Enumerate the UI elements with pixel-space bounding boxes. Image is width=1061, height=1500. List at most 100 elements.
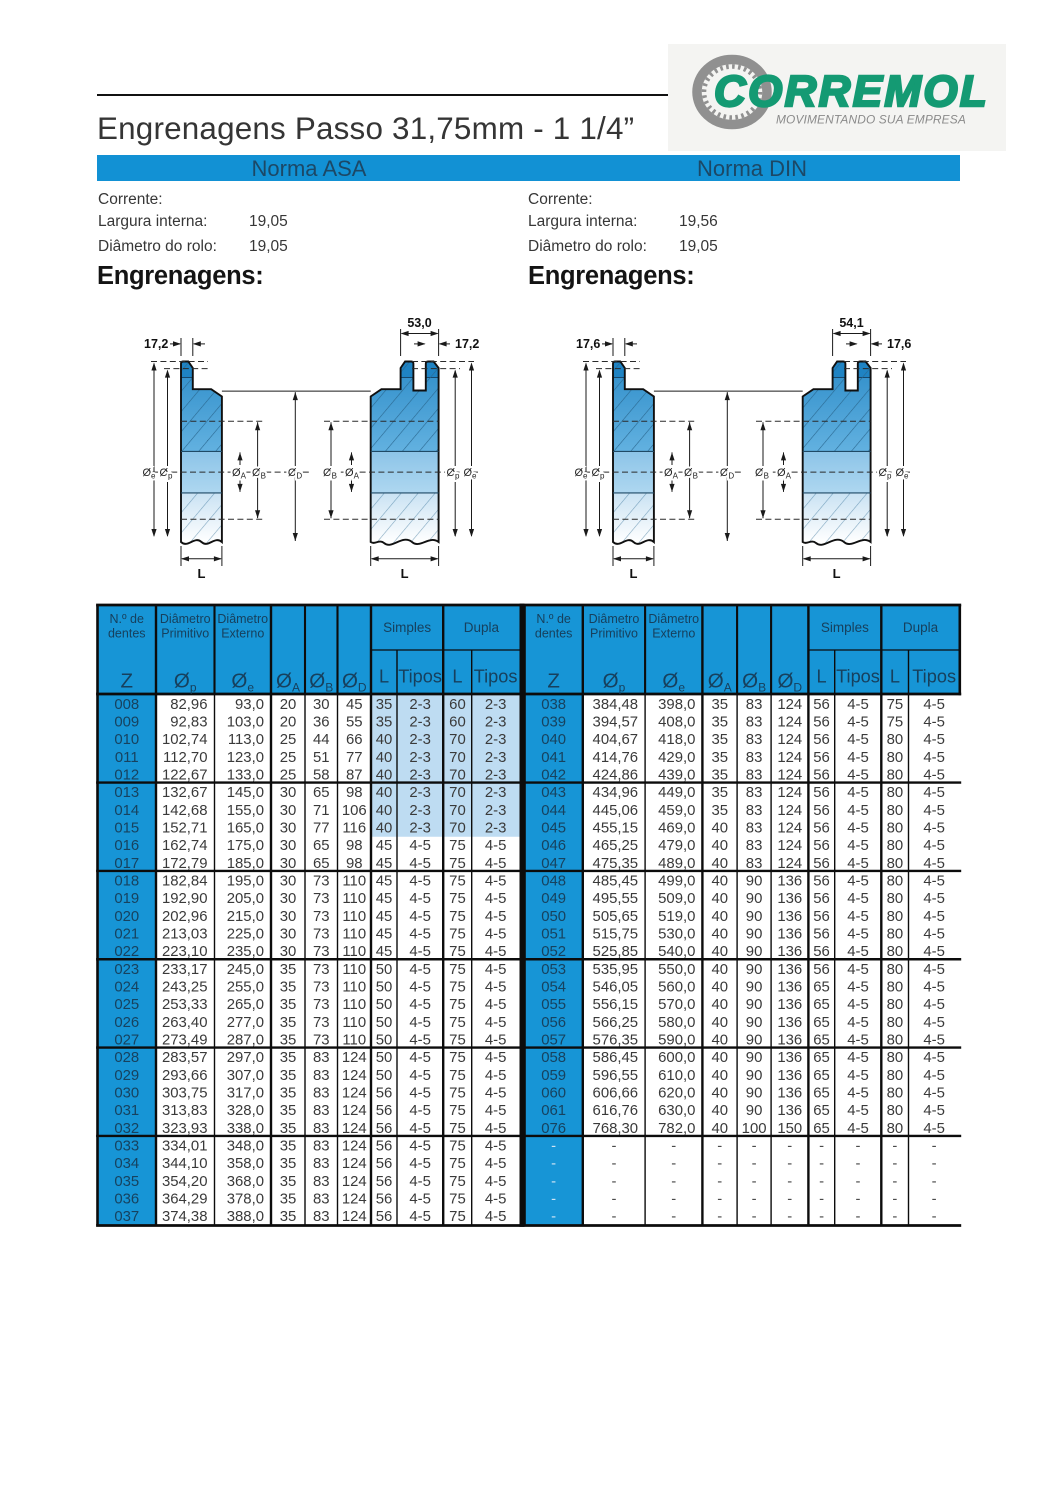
svg-text:ØB: ØB	[684, 467, 698, 481]
svg-text:027: 027	[114, 1033, 139, 1049]
svg-text:4-5: 4-5	[409, 909, 431, 925]
svg-text:223,10: 223,10	[162, 944, 208, 960]
svg-text:136: 136	[777, 980, 802, 996]
svg-text:145,0: 145,0	[227, 785, 264, 801]
svg-text:2-3: 2-3	[485, 785, 507, 801]
svg-text:-: -	[671, 1192, 676, 1208]
svg-text:73: 73	[313, 1015, 330, 1031]
svg-text:4-5: 4-5	[847, 1033, 869, 1049]
svg-text:35: 35	[280, 1156, 297, 1172]
svg-text:4-5: 4-5	[847, 874, 869, 890]
svg-text:-: -	[932, 1174, 937, 1190]
svg-text:-: -	[787, 1192, 792, 1208]
svg-text:560,0: 560,0	[658, 980, 695, 996]
svg-text:4-5: 4-5	[485, 891, 507, 907]
svg-text:-: -	[787, 1209, 792, 1225]
svg-text:35: 35	[711, 767, 728, 783]
svg-text:90: 90	[746, 1015, 763, 1031]
svg-text:30: 30	[280, 838, 297, 854]
svg-text:40: 40	[711, 1086, 728, 1102]
svg-text:124: 124	[342, 1121, 367, 1137]
svg-text:40: 40	[376, 803, 393, 819]
svg-text:495,55: 495,55	[593, 891, 639, 907]
svg-text:020: 020	[114, 909, 139, 925]
svg-text:50: 50	[376, 997, 393, 1013]
svg-text:-: -	[819, 1156, 824, 1172]
svg-text:036: 036	[114, 1192, 139, 1208]
svg-text:418,0: 418,0	[658, 732, 695, 748]
svg-text:4-5: 4-5	[485, 1015, 507, 1031]
svg-text:317,0: 317,0	[227, 1086, 264, 1102]
svg-text:4-5: 4-5	[923, 732, 945, 748]
svg-text:73: 73	[313, 980, 330, 996]
svg-text:Dupla: Dupla	[464, 620, 500, 635]
svg-text:56: 56	[813, 750, 830, 766]
svg-text:80: 80	[887, 944, 904, 960]
svg-text:dentes: dentes	[535, 627, 573, 641]
svg-text:50: 50	[376, 962, 393, 978]
svg-text:404,67: 404,67	[593, 732, 639, 748]
svg-text:75: 75	[449, 1174, 466, 1190]
svg-text:4-5: 4-5	[409, 1050, 431, 1066]
svg-text:56: 56	[376, 1139, 393, 1155]
svg-text:4-5: 4-5	[485, 1086, 507, 1102]
svg-text:L: L	[197, 566, 205, 581]
svg-text:124: 124	[342, 1068, 367, 1084]
svg-text:98: 98	[346, 856, 363, 872]
svg-text:75: 75	[449, 891, 466, 907]
svg-text:83: 83	[746, 767, 763, 783]
svg-text:75: 75	[449, 1139, 466, 1155]
svg-text:56: 56	[376, 1192, 393, 1208]
svg-text:70: 70	[449, 803, 466, 819]
svg-text:90: 90	[746, 944, 763, 960]
svg-text:-: -	[892, 1156, 897, 1172]
svg-text:50: 50	[376, 1068, 393, 1084]
svg-text:043: 043	[541, 785, 566, 801]
svg-text:110: 110	[342, 927, 366, 943]
svg-text:782,0: 782,0	[658, 1121, 695, 1137]
svg-text:60: 60	[449, 714, 466, 730]
svg-text:4-5: 4-5	[847, 838, 869, 854]
svg-text:L: L	[379, 667, 389, 687]
svg-text:-: -	[752, 1209, 757, 1225]
svg-text:45: 45	[376, 909, 393, 925]
svg-text:Øp: Øp	[446, 467, 460, 481]
svg-text:30: 30	[280, 891, 297, 907]
svg-text:106: 106	[342, 803, 367, 819]
svg-text:83: 83	[746, 856, 763, 872]
svg-text:40: 40	[711, 874, 728, 890]
svg-text:40: 40	[711, 1103, 728, 1119]
svg-text:4-5: 4-5	[847, 714, 869, 730]
svg-text:630,0: 630,0	[658, 1103, 695, 1119]
svg-text:026: 026	[114, 1015, 139, 1031]
svg-text:75: 75	[449, 909, 466, 925]
svg-text:65: 65	[813, 997, 830, 1013]
svg-text:033: 033	[114, 1139, 139, 1155]
svg-text:4-5: 4-5	[409, 1068, 431, 1084]
svg-text:540,0: 540,0	[658, 944, 695, 960]
svg-text:4-5: 4-5	[409, 1121, 431, 1137]
svg-text:90: 90	[746, 980, 763, 996]
svg-text:Externo: Externo	[221, 627, 264, 641]
svg-text:-: -	[551, 1174, 556, 1190]
svg-text:45: 45	[376, 838, 393, 854]
svg-text:40: 40	[711, 838, 728, 854]
svg-text:388,0: 388,0	[227, 1209, 264, 1225]
svg-text:35: 35	[280, 1192, 297, 1208]
svg-text:550,0: 550,0	[658, 962, 695, 978]
svg-text:112,70: 112,70	[163, 750, 207, 766]
svg-text:4-5: 4-5	[847, 962, 869, 978]
svg-text:124: 124	[777, 803, 802, 819]
svg-text:172,79: 172,79	[162, 856, 208, 872]
svg-text:445,06: 445,06	[593, 803, 639, 819]
svg-text:546,05: 546,05	[593, 980, 639, 996]
svg-text:136: 136	[777, 1103, 802, 1119]
svg-text:110: 110	[342, 997, 366, 1013]
svg-text:4-5: 4-5	[409, 927, 431, 943]
svg-text:616,76: 616,76	[593, 1103, 639, 1119]
svg-text:265,0: 265,0	[227, 997, 264, 1013]
svg-text:17,2: 17,2	[455, 337, 479, 351]
svg-text:4-5: 4-5	[923, 838, 945, 854]
svg-text:123,0: 123,0	[227, 750, 264, 766]
svg-text:17,6: 17,6	[887, 337, 911, 351]
